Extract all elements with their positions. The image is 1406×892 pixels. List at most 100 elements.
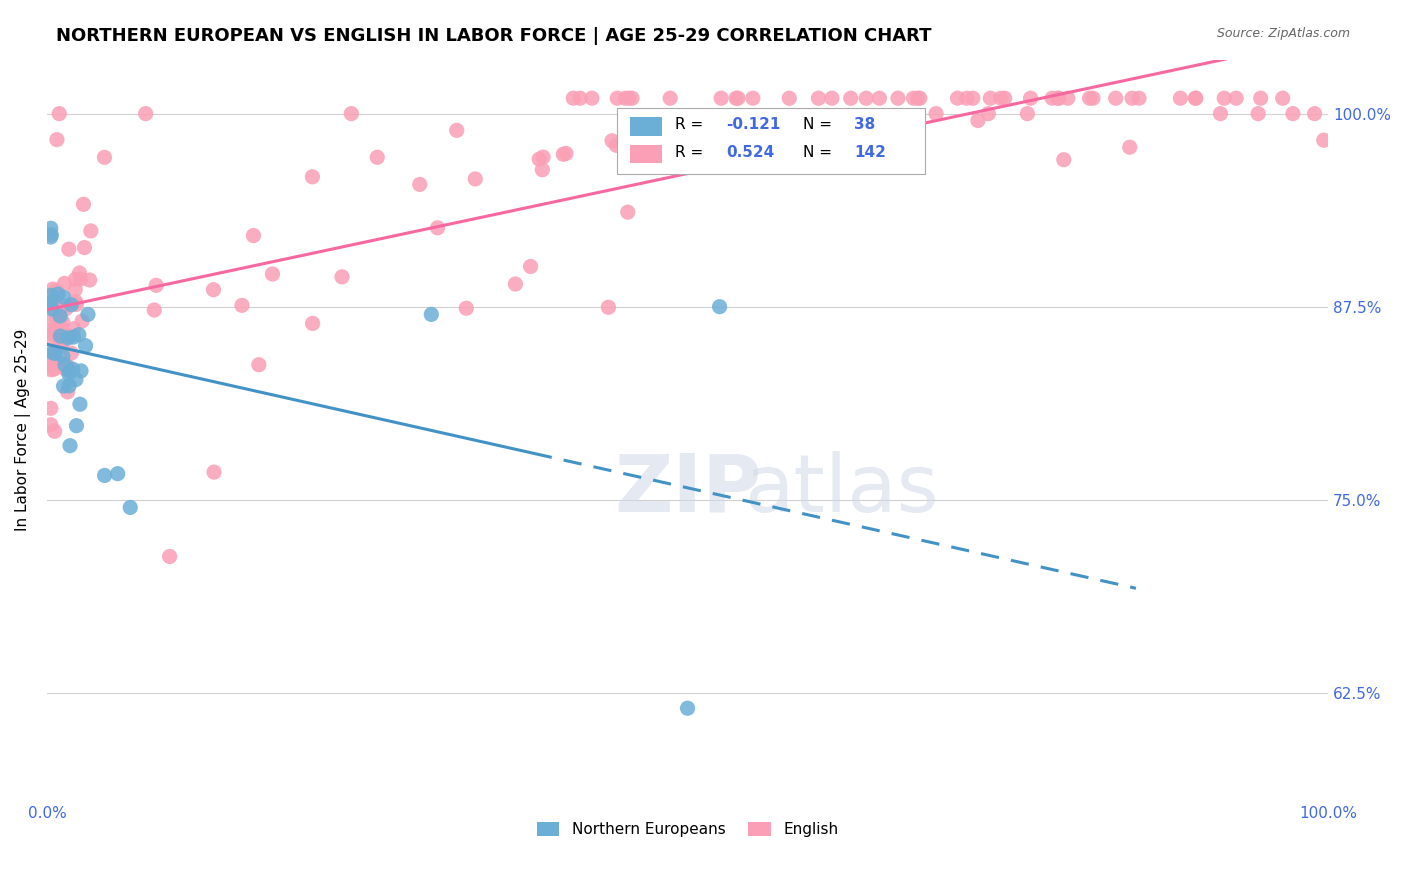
- Northern Europeans: [65, 373, 87, 387]
- English: [725, 91, 748, 105]
- English: [48, 337, 70, 351]
- English: [962, 91, 984, 105]
- Northern Europeans: [56, 331, 79, 345]
- English: [1213, 91, 1236, 105]
- Northern Europeans: [49, 309, 72, 323]
- English: [727, 91, 749, 105]
- English: [56, 359, 79, 373]
- English: [39, 353, 62, 368]
- English: [69, 266, 91, 280]
- English: [531, 162, 554, 177]
- English: [1047, 91, 1070, 105]
- English: [44, 425, 66, 439]
- English: [55, 362, 77, 376]
- English: [42, 313, 65, 327]
- Northern Europeans: [93, 468, 115, 483]
- English: [616, 205, 638, 219]
- English: [967, 113, 990, 128]
- English: [41, 344, 63, 359]
- English: [48, 106, 70, 120]
- Northern Europeans: [52, 379, 75, 393]
- English: [262, 267, 284, 281]
- English: [41, 323, 63, 337]
- English: [65, 294, 87, 309]
- Northern Europeans: [49, 329, 72, 343]
- English: [778, 91, 800, 105]
- English: [979, 91, 1001, 105]
- English: [49, 320, 72, 334]
- English: [242, 228, 264, 243]
- English: [45, 311, 67, 326]
- English: [1313, 133, 1336, 147]
- English: [60, 346, 83, 360]
- English: [80, 224, 103, 238]
- English: [56, 384, 79, 399]
- English: [53, 299, 76, 313]
- English: [52, 356, 75, 370]
- Northern Europeans: [59, 364, 82, 378]
- English: [69, 272, 91, 286]
- English: [710, 91, 733, 105]
- English: [529, 152, 551, 166]
- English: [159, 549, 181, 564]
- English: [39, 401, 62, 416]
- Northern Europeans: [59, 439, 82, 453]
- English: [49, 318, 72, 333]
- English: [39, 417, 62, 432]
- Northern Europeans: [41, 301, 63, 316]
- English: [45, 133, 67, 147]
- Northern Europeans: [65, 418, 87, 433]
- English: [42, 293, 65, 308]
- English: [231, 298, 253, 312]
- Text: R =: R =: [675, 145, 707, 160]
- English: [553, 147, 575, 161]
- Northern Europeans: [58, 367, 80, 381]
- English: [72, 197, 94, 211]
- Text: 38: 38: [853, 118, 876, 132]
- English: [627, 113, 650, 128]
- Northern Europeans: [52, 349, 75, 363]
- English: [1170, 91, 1192, 105]
- Y-axis label: In Labor Force | Age 25-29: In Labor Force | Age 25-29: [15, 329, 31, 532]
- English: [562, 91, 585, 105]
- Northern Europeans: [77, 307, 100, 321]
- English: [145, 278, 167, 293]
- Bar: [630, 118, 662, 136]
- Northern Europeans: [39, 227, 62, 242]
- Northern Europeans: [53, 358, 76, 372]
- English: [135, 106, 157, 120]
- English: [409, 178, 432, 192]
- Text: R =: R =: [675, 118, 707, 132]
- English: [65, 272, 87, 286]
- English: [55, 301, 77, 316]
- English: [52, 333, 75, 347]
- Northern Europeans: [39, 295, 62, 310]
- English: [301, 169, 323, 184]
- Northern Europeans: [52, 290, 75, 304]
- English: [39, 330, 62, 344]
- Northern Europeans: [676, 701, 699, 715]
- English: [1105, 91, 1128, 105]
- English: [839, 91, 862, 105]
- English: [990, 91, 1012, 105]
- English: [741, 91, 763, 105]
- Northern Europeans: [70, 364, 93, 378]
- Text: 142: 142: [853, 145, 886, 160]
- English: [1282, 106, 1305, 120]
- English: [93, 150, 115, 164]
- English: [1128, 91, 1150, 105]
- English: [659, 91, 682, 105]
- English: [42, 362, 65, 376]
- English: [1121, 91, 1143, 105]
- English: [1184, 91, 1206, 105]
- Northern Europeans: [39, 288, 62, 302]
- English: [1247, 106, 1270, 120]
- English: [446, 123, 468, 137]
- Northern Europeans: [60, 298, 83, 312]
- English: [519, 260, 541, 274]
- English: [600, 134, 623, 148]
- Legend: Northern Europeans, English: Northern Europeans, English: [529, 814, 846, 845]
- English: [202, 283, 225, 297]
- English: [62, 322, 84, 336]
- English: [1019, 91, 1042, 105]
